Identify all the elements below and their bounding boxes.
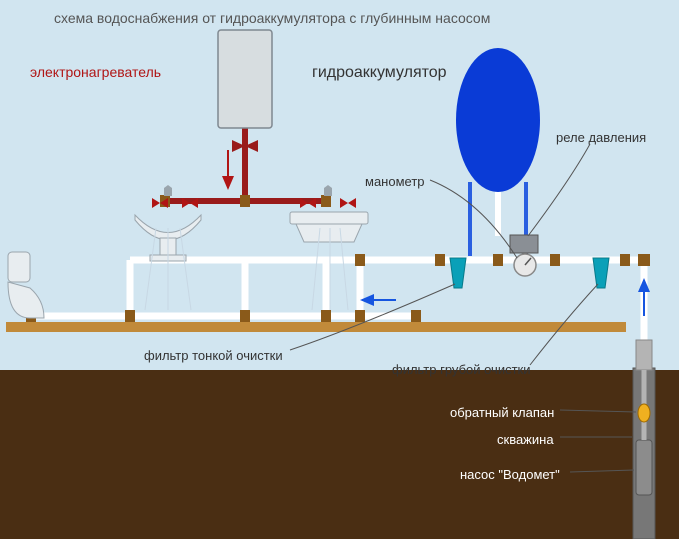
pipe-joint xyxy=(411,310,421,322)
coarse-filter-icon xyxy=(593,258,609,288)
pipe-joint xyxy=(321,195,331,207)
valve-icon xyxy=(340,198,356,208)
check-valve-icon xyxy=(638,404,650,422)
pipe-joint xyxy=(435,254,445,266)
pipe-joint xyxy=(240,310,250,322)
pipe-joint xyxy=(620,254,630,266)
toilet-icon xyxy=(8,252,44,318)
fine-filter-icon xyxy=(450,258,466,288)
pipe-joint xyxy=(125,310,135,322)
diagram-svg xyxy=(0,0,679,539)
pipe-joint xyxy=(355,254,365,266)
faucet-icon xyxy=(164,185,172,196)
pressure-relay-icon xyxy=(510,235,538,253)
pump-icon xyxy=(636,440,652,495)
pipe-joint xyxy=(240,195,250,207)
heater-icon xyxy=(218,30,272,128)
accumulator-icon xyxy=(456,48,540,256)
sink-icon xyxy=(290,185,368,242)
leader-lines xyxy=(290,144,636,472)
well-top-icon xyxy=(636,340,652,370)
pipe-joint xyxy=(355,310,365,322)
pipe-joint xyxy=(550,254,560,266)
pipe-joint xyxy=(638,254,650,266)
pipe-joint xyxy=(493,254,503,266)
pipe-joint xyxy=(321,310,331,322)
faucet-icon xyxy=(324,185,332,196)
